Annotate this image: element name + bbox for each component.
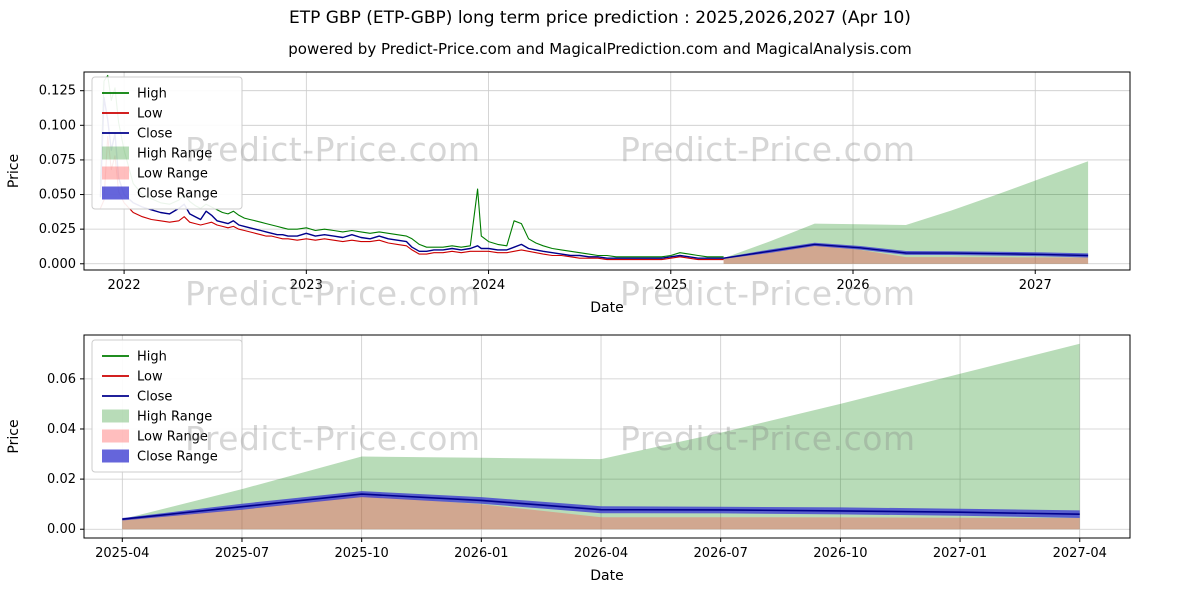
- svg-text:0.000: 0.000: [39, 257, 76, 272]
- svg-text:2024: 2024: [472, 278, 505, 293]
- svg-text:0.04: 0.04: [47, 422, 76, 437]
- svg-text:0.025: 0.025: [39, 222, 76, 237]
- svg-text:0.06: 0.06: [47, 372, 76, 387]
- svg-text:2025-10: 2025-10: [334, 546, 388, 561]
- svg-text:Low Range: Low Range: [137, 430, 208, 445]
- svg-text:2026-01: 2026-01: [454, 546, 508, 561]
- svg-text:High Range: High Range: [137, 410, 212, 425]
- svg-text:Close Range: Close Range: [137, 187, 218, 202]
- svg-text:2027-04: 2027-04: [1053, 546, 1107, 561]
- svg-text:2026-10: 2026-10: [813, 546, 867, 561]
- svg-text:2027: 2027: [1019, 278, 1052, 293]
- svg-text:High: High: [137, 87, 167, 102]
- svg-text:High: High: [137, 350, 167, 365]
- svg-text:Price: Price: [6, 419, 22, 453]
- svg-text:Date: Date: [590, 568, 623, 584]
- svg-text:2026-04: 2026-04: [574, 546, 628, 561]
- svg-text:0.100: 0.100: [39, 118, 76, 133]
- svg-text:High Range: High Range: [137, 147, 212, 162]
- svg-text:Date: Date: [590, 300, 623, 316]
- svg-text:0.050: 0.050: [39, 188, 76, 203]
- svg-text:2026-07: 2026-07: [694, 546, 748, 561]
- svg-text:0.075: 0.075: [39, 153, 76, 168]
- svg-text:2025-04: 2025-04: [95, 546, 149, 561]
- svg-text:2027-01: 2027-01: [933, 546, 987, 561]
- svg-text:Close: Close: [137, 127, 172, 142]
- svg-text:Low Range: Low Range: [137, 167, 208, 182]
- svg-text:0.125: 0.125: [39, 84, 76, 99]
- svg-text:2025: 2025: [654, 278, 687, 293]
- top-price-chart: 2022 2023 2024 2025 2026 2027 0.000 0.025 0.050 0…: [6, 71, 1131, 316]
- svg-text:Price: Price: [6, 154, 22, 188]
- svg-text:Low: Low: [137, 370, 163, 385]
- chart-subtitle: powered by Predict-Price.com and Magical…: [288, 40, 912, 58]
- svg-text:2026: 2026: [836, 278, 869, 293]
- svg-text:Close Range: Close Range: [137, 450, 218, 465]
- svg-text:2023: 2023: [290, 278, 323, 293]
- svg-text:Low: Low: [137, 107, 163, 122]
- svg-text:2025-07: 2025-07: [215, 546, 269, 561]
- chart-title: ETP GBP (ETP-GBP) long term price predic…: [289, 8, 911, 28]
- svg-text:0.02: 0.02: [47, 472, 76, 487]
- svg-text:Close: Close: [137, 390, 172, 405]
- svg-text:0.00: 0.00: [47, 522, 76, 537]
- svg-text:2022: 2022: [108, 278, 141, 293]
- bottom-forecast-chart: 2025-04 2025-07 2025-10 2026-01 2026-04 2026-…: [6, 334, 1131, 584]
